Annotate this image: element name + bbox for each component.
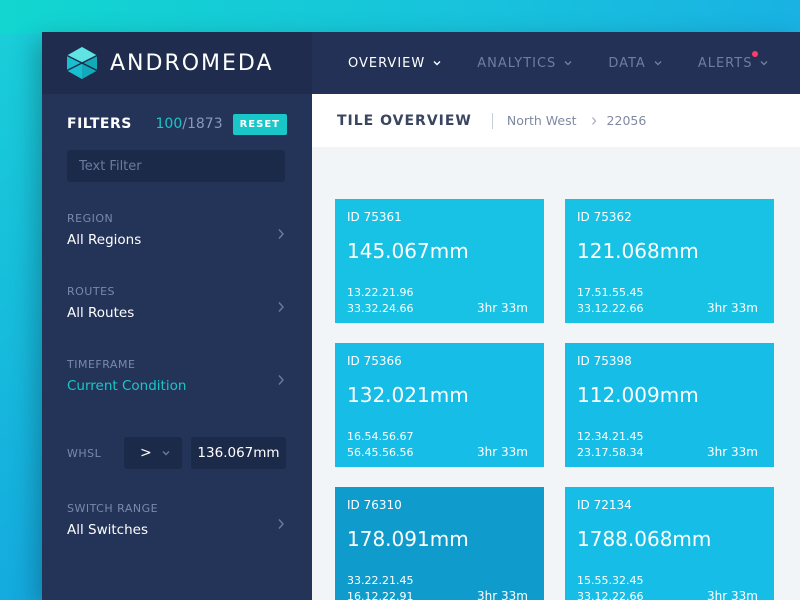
tile-duration: 3hr 33m (477, 445, 528, 459)
tile-value: 178.091mm (347, 527, 469, 551)
breadcrumb-divider (491, 112, 493, 129)
filter-label: SWITCH RANGE (67, 502, 159, 515)
tile-card-selected[interactable]: ID 76310 178.091mm 33.22.21.45 16.12.22.… (335, 487, 544, 600)
tile-id: ID 75362 (577, 210, 632, 224)
text-filter-input[interactable] (67, 150, 285, 182)
background-gradient (0, 0, 800, 34)
breadcrumb-region[interactable]: North West (506, 113, 577, 128)
tile-line-2: 33.12.22.66 (577, 302, 644, 315)
tile-id: ID 75398 (577, 354, 632, 368)
filter-switch-range[interactable]: SWITCH RANGE All Switches (67, 502, 287, 546)
main-header: TILE OVERVIEW North West 22056 (312, 94, 800, 147)
nav-item-label: ANALYTICS (477, 55, 557, 71)
chevron-down-icon (654, 61, 662, 66)
reset-button[interactable]: RESET (232, 113, 287, 135)
whsl-value-input[interactable]: 136.067mm (191, 437, 286, 469)
tile-card[interactable]: ID 75361 145.067mm 13.22.21.96 33.32.24.… (335, 199, 544, 323)
tile-line-1: 17.51.55.45 (577, 286, 644, 299)
filters-header: FILTERS 100/1873 RESET (67, 113, 287, 135)
filter-value: Current Condition (67, 378, 187, 394)
page-title: TILE OVERVIEW (337, 112, 472, 129)
chevron-right-icon (278, 229, 284, 239)
chevron-down-icon (162, 451, 170, 456)
filters-sidebar: FILTERS 100/1873 RESET REGION All Region… (42, 94, 312, 600)
whsl-filter: WHSL > 136.067mm (67, 436, 287, 470)
tile-card[interactable]: ID 75398 112.009mm 12.34.21.45 23.17.58.… (565, 343, 774, 467)
main-nav: OVERVIEW ANALYTICS DATA ALERTS (312, 32, 768, 94)
nav-item-overview[interactable]: OVERVIEW (348, 56, 441, 71)
top-bar: ANDROMEDA OVERVIEW ANALYTICS DATA ALERTS (42, 32, 800, 94)
chevron-right-icon (591, 116, 596, 125)
chevron-down-icon (564, 61, 572, 66)
filter-region[interactable]: REGION All Regions (67, 212, 287, 256)
tile-duration: 3hr 33m (477, 589, 528, 600)
nav-item-data[interactable]: DATA (608, 56, 662, 71)
chevron-down-icon (760, 61, 768, 66)
filter-label: REGION (67, 212, 114, 225)
filter-routes[interactable]: ROUTES All Routes (67, 285, 287, 329)
filter-label: TIMEFRAME (67, 358, 136, 371)
tile-line-2: 23.17.58.34 (577, 446, 644, 459)
tile-duration: 3hr 33m (707, 301, 758, 315)
filters-count-shown: 100 (155, 116, 183, 132)
tile-card[interactable]: ID 75362 121.068mm 17.51.55.45 33.12.22.… (565, 199, 774, 323)
tile-line-1: 13.22.21.96 (347, 286, 414, 299)
tile-line-1: 12.34.21.45 (577, 430, 644, 443)
nav-item-alerts[interactable]: ALERTS (697, 50, 769, 71)
nav-item-analytics[interactable]: ANALYTICS (477, 56, 572, 71)
filters-count-total: /1873 (182, 116, 223, 132)
tile-line-1: 15.55.32.45 (577, 574, 644, 587)
tile-value: 145.067mm (347, 239, 469, 263)
tile-id: ID 72134 (577, 498, 632, 512)
tile-line-1: 33.22.21.45 (347, 574, 414, 587)
tile-duration: 3hr 33m (477, 301, 528, 315)
tile-id: ID 76310 (347, 498, 402, 512)
filters-count: 100/1873 (156, 116, 223, 132)
tile-duration: 3hr 33m (707, 445, 758, 459)
tile-line-1: 16.54.56.67 (347, 430, 414, 443)
app-name: ANDROMEDA (110, 50, 274, 76)
tile-id: ID 75366 (347, 354, 402, 368)
chevron-right-icon (278, 302, 284, 312)
nav-item-label-wrap: ALERTS (697, 50, 759, 71)
operator-select[interactable]: > (124, 437, 182, 469)
operator-value: > (140, 445, 152, 461)
nav-item-label: DATA (608, 55, 646, 71)
app-window: ANDROMEDA OVERVIEW ANALYTICS DATA ALERTS (42, 32, 800, 600)
tile-value: 121.068mm (577, 239, 699, 263)
tile-value: 132.021mm (347, 383, 469, 407)
tile-value: 1788.068mm (577, 527, 712, 551)
chevron-down-icon (433, 61, 441, 66)
brand[interactable]: ANDROMEDA (42, 32, 312, 94)
tile-line-2: 56.45.56.56 (347, 446, 414, 459)
filter-value: All Routes (67, 305, 135, 321)
breadcrumb-id[interactable]: 22056 (606, 113, 647, 128)
tile-id: ID 75361 (347, 210, 402, 224)
tile-value: 112.009mm (577, 383, 699, 407)
alert-dot (752, 50, 759, 57)
nav-item-label: ALERTS (697, 55, 753, 71)
tile-line-2: 33.32.24.66 (347, 302, 414, 315)
filter-value: All Switches (67, 522, 148, 538)
filter-timeframe[interactable]: TIMEFRAME Current Condition (67, 358, 287, 402)
whsl-label: WHSL (67, 446, 102, 460)
filters-title: FILTERS (67, 116, 132, 132)
tile-card[interactable]: ID 72134 1788.068mm 15.55.32.45 33.12.22… (565, 487, 774, 600)
chevron-right-icon (278, 519, 284, 529)
main-content: TILE OVERVIEW North West 22056 ID 75361 … (312, 94, 800, 600)
hexagon-logo-icon (66, 47, 98, 79)
nav-item-label: OVERVIEW (348, 55, 426, 71)
tile-card[interactable]: ID 75366 132.021mm 16.54.56.67 56.45.56.… (335, 343, 544, 467)
chevron-right-icon (278, 375, 284, 385)
tile-line-2: 33.12.22.66 (577, 590, 644, 600)
tile-line-2: 16.12.22.91 (347, 590, 414, 600)
filter-value: All Regions (67, 232, 142, 248)
filter-label: ROUTES (67, 285, 116, 298)
tile-duration: 3hr 33m (707, 589, 758, 600)
